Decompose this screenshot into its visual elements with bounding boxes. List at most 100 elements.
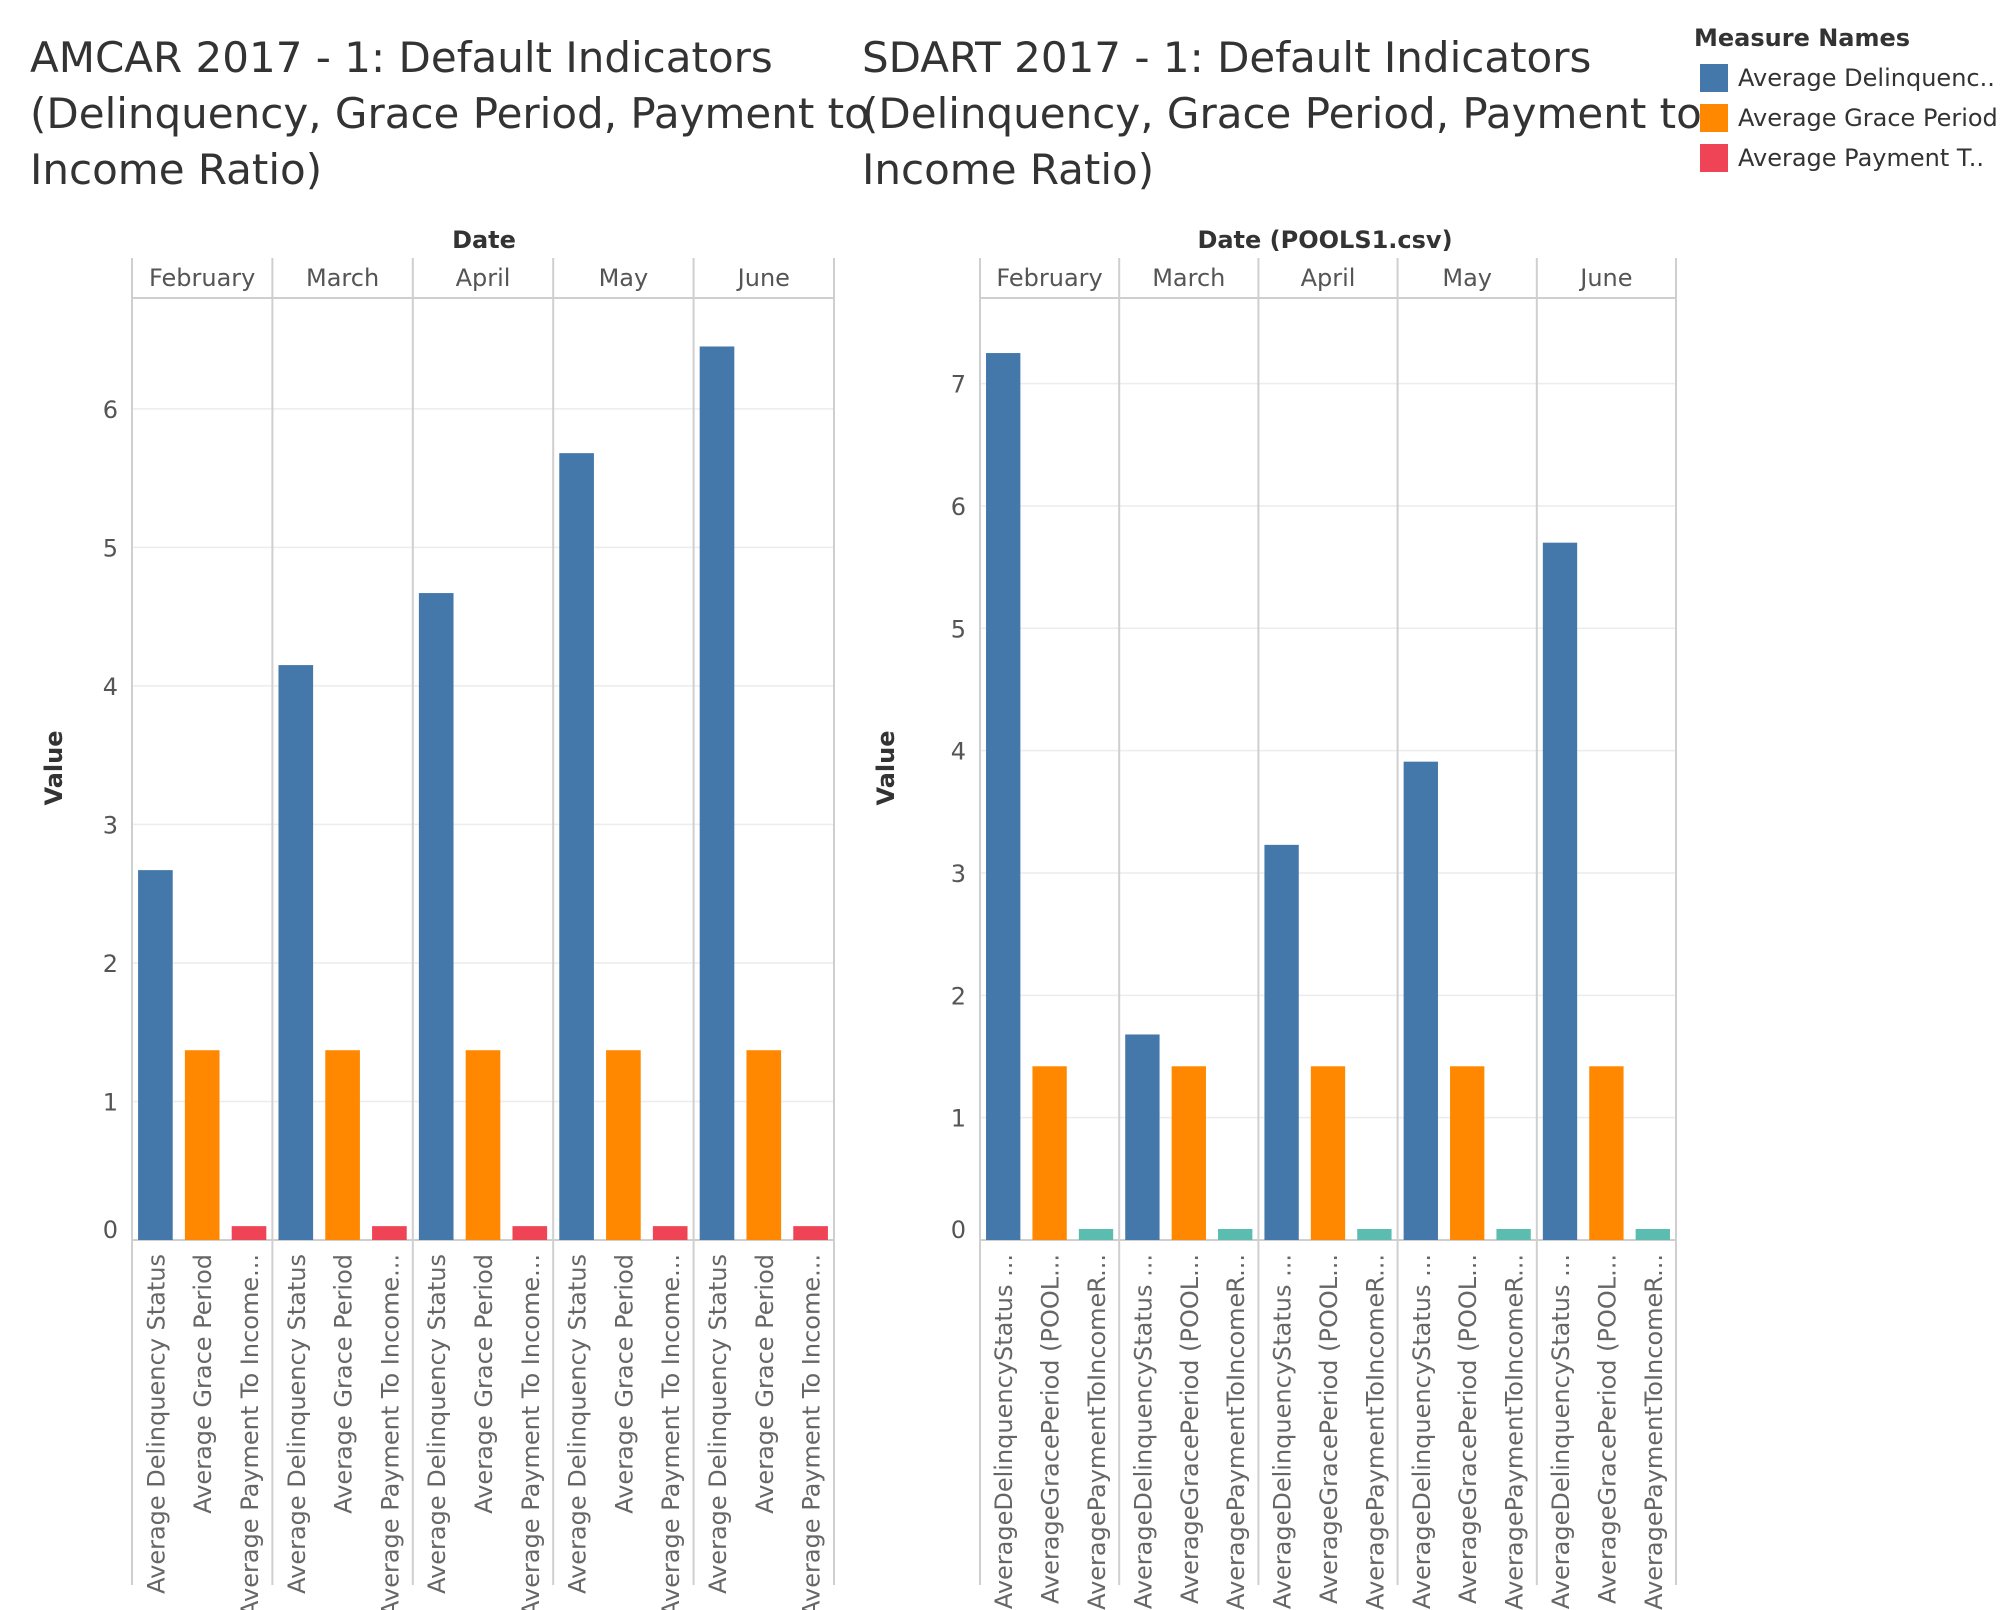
x-category-label: AveragePaymentToIncomeR...: [1640, 1254, 1668, 1610]
sdart-plot-area: 0 1 2 3 4 5 6 7 February AverageDelinquencyStatus…: [951, 258, 1677, 1610]
sdart-title-line-1: SDART 2017 - 1: Default Indicators: [862, 33, 1591, 82]
x-category-label: AverageGracePeriod (POOL...: [1593, 1254, 1621, 1604]
amcar-bar-march-2[interactable]: [325, 1050, 360, 1240]
amcar-plot-area: 0 1 2 3 4 5 6 February Average Delinquency Statu…: [103, 258, 835, 1610]
amcar-bar-june-2[interactable]: [746, 1050, 782, 1240]
month-header-june: June: [736, 264, 790, 292]
amcar-title-line-3: Income Ratio): [30, 145, 322, 194]
legend-swatch-grace-period: [1700, 104, 1728, 132]
month-header-march: March: [306, 264, 379, 292]
y-tick-label: 1: [103, 1088, 118, 1116]
x-category-label: Average Grace Period: [330, 1254, 358, 1514]
x-category-label: Average Grace Period: [189, 1254, 217, 1514]
sdart-bar-may-2[interactable]: [1450, 1066, 1485, 1240]
legend-item-delinquency[interactable]: Average Delinquenc..: [1738, 64, 1995, 92]
sdart-bar-may-3[interactable]: [1496, 1228, 1531, 1240]
y-tick-label: 2: [103, 950, 118, 978]
sdart-bar-june-2[interactable]: [1589, 1066, 1624, 1240]
legend-swatch-delinquency: [1700, 64, 1728, 92]
x-category-label: Average Delinquency Status: [564, 1254, 592, 1594]
x-category-label: AverageDelinquencyStatus ...: [990, 1254, 1018, 1609]
y-tick-label: 6: [951, 493, 966, 521]
month-header-april: April: [456, 264, 511, 292]
sdart-bar-april-1[interactable]: [1264, 844, 1299, 1240]
x-category-label: AveragePaymentToIncomeR...: [1361, 1254, 1389, 1610]
sdart-bar-june-1[interactable]: [1542, 542, 1578, 1240]
sdart-bar-february-3[interactable]: [1078, 1228, 1114, 1240]
amcar-bar-february-2[interactable]: [184, 1050, 220, 1240]
month-header-april: April: [1301, 264, 1356, 292]
amcar-bar-may-2[interactable]: [606, 1050, 641, 1240]
x-category-label: Average Payment To Income...: [236, 1254, 264, 1610]
sdart-bar-february-1[interactable]: [986, 353, 1021, 1240]
x-category-label: AverageGracePeriod (POOL...: [1454, 1254, 1482, 1604]
amcar-bar-june-3[interactable]: [793, 1226, 828, 1240]
month-header-may: May: [599, 264, 649, 292]
sdart-bar-may-1[interactable]: [1403, 761, 1438, 1240]
y-tick-label: 0: [951, 1216, 966, 1244]
x-category-label: Average Grace Period: [751, 1254, 779, 1514]
sdart-bar-march-3[interactable]: [1218, 1228, 1253, 1240]
amcar-title-line-1: AMCAR 2017 - 1: Default Indicators: [30, 33, 773, 82]
x-category-label: AverageDelinquencyStatus ...: [1129, 1254, 1157, 1609]
amcar-chart: AMCAR 2017 - 1: Default Indicators (Deli…: [30, 33, 870, 1610]
amcar-bar-february-3[interactable]: [231, 1226, 267, 1240]
legend-item-grace-period[interactable]: Average Grace Period: [1738, 104, 1998, 132]
x-category-label: Average Payment To Income...: [376, 1254, 404, 1610]
x-category-label: AverageGracePeriod (POOL...: [1176, 1254, 1204, 1604]
amcar-bar-june-1[interactable]: [699, 346, 735, 1240]
y-tick-label: 3: [951, 860, 966, 888]
amcar-bar-may-1[interactable]: [559, 453, 594, 1240]
month-header-june: June: [1578, 264, 1632, 292]
x-category-label: AverageGracePeriod (POOL...: [1037, 1254, 1065, 1604]
x-category-label: Average Delinquency Status: [423, 1254, 451, 1594]
sdart-bar-march-2[interactable]: [1171, 1066, 1206, 1240]
x-category-label: Average Delinquency Status: [704, 1254, 732, 1594]
legend-title: Measure Names: [1694, 24, 1910, 52]
y-tick-label: 3: [103, 811, 118, 839]
y-tick-label: 6: [103, 396, 118, 424]
x-category-label: Average Grace Period: [470, 1254, 498, 1514]
sdart-title-line-3: Income Ratio): [862, 145, 1154, 194]
legend-swatch-payment: [1700, 144, 1728, 172]
sdart-bar-march-1[interactable]: [1125, 1034, 1160, 1240]
amcar-bar-april-2[interactable]: [465, 1050, 501, 1240]
amcar-bar-may-3[interactable]: [652, 1226, 688, 1240]
sdart-bar-april-2[interactable]: [1310, 1066, 1346, 1240]
y-tick-label: 1: [951, 1105, 966, 1133]
month-header-february: February: [149, 264, 255, 292]
amcar-column-header: Date: [452, 226, 516, 254]
legend: Measure Names Average Delinquenc.. Avera…: [1694, 24, 1998, 172]
x-category-label: Average Payment To Income...: [517, 1254, 545, 1610]
x-category-label: Average Payment To Income...: [657, 1254, 685, 1610]
sdart-bar-april-3[interactable]: [1357, 1228, 1392, 1240]
y-tick-label: 5: [103, 534, 118, 562]
sdart-y-axis-title: Value: [872, 730, 900, 805]
amcar-bar-april-3[interactable]: [512, 1226, 548, 1240]
x-category-label: Average Grace Period: [610, 1254, 638, 1514]
legend-item-payment[interactable]: Average Payment T..: [1738, 144, 1984, 172]
x-category-label: Average Delinquency Status: [283, 1254, 311, 1594]
y-tick-label: 5: [951, 615, 966, 643]
amcar-title-line-2: (Delinquency, Grace Period, Payment to: [30, 89, 870, 138]
x-category-label: AveragePaymentToIncomeR...: [1083, 1254, 1111, 1610]
month-header-march: March: [1152, 264, 1225, 292]
x-category-label: AverageGracePeriod (POOL...: [1315, 1254, 1343, 1604]
x-category-label: AverageDelinquencyStatus ...: [1547, 1254, 1575, 1609]
amcar-bar-february-1[interactable]: [138, 870, 173, 1240]
amcar-bar-march-1[interactable]: [278, 665, 314, 1240]
x-category-label: AverageDelinquencyStatus ...: [1408, 1254, 1436, 1609]
amcar-bar-april-1[interactable]: [418, 593, 454, 1240]
sdart-column-header: Date (POOLS1.csv): [1197, 226, 1452, 254]
sdart-title-line-2: (Delinquency, Grace Period, Payment to: [862, 89, 1702, 138]
y-tick-label: 2: [951, 982, 966, 1010]
sdart-bar-february-2[interactable]: [1032, 1066, 1067, 1240]
x-category-label: AverageDelinquencyStatus ...: [1269, 1254, 1297, 1609]
amcar-bar-march-3[interactable]: [372, 1226, 407, 1240]
y-tick-label: 4: [951, 738, 966, 766]
y-tick-label: 4: [103, 673, 118, 701]
sdart-bar-june-3[interactable]: [1635, 1228, 1670, 1240]
month-header-february: February: [996, 264, 1102, 292]
x-category-label: AveragePaymentToIncomeR...: [1222, 1254, 1250, 1610]
amcar-y-axis-title: Value: [40, 730, 68, 805]
